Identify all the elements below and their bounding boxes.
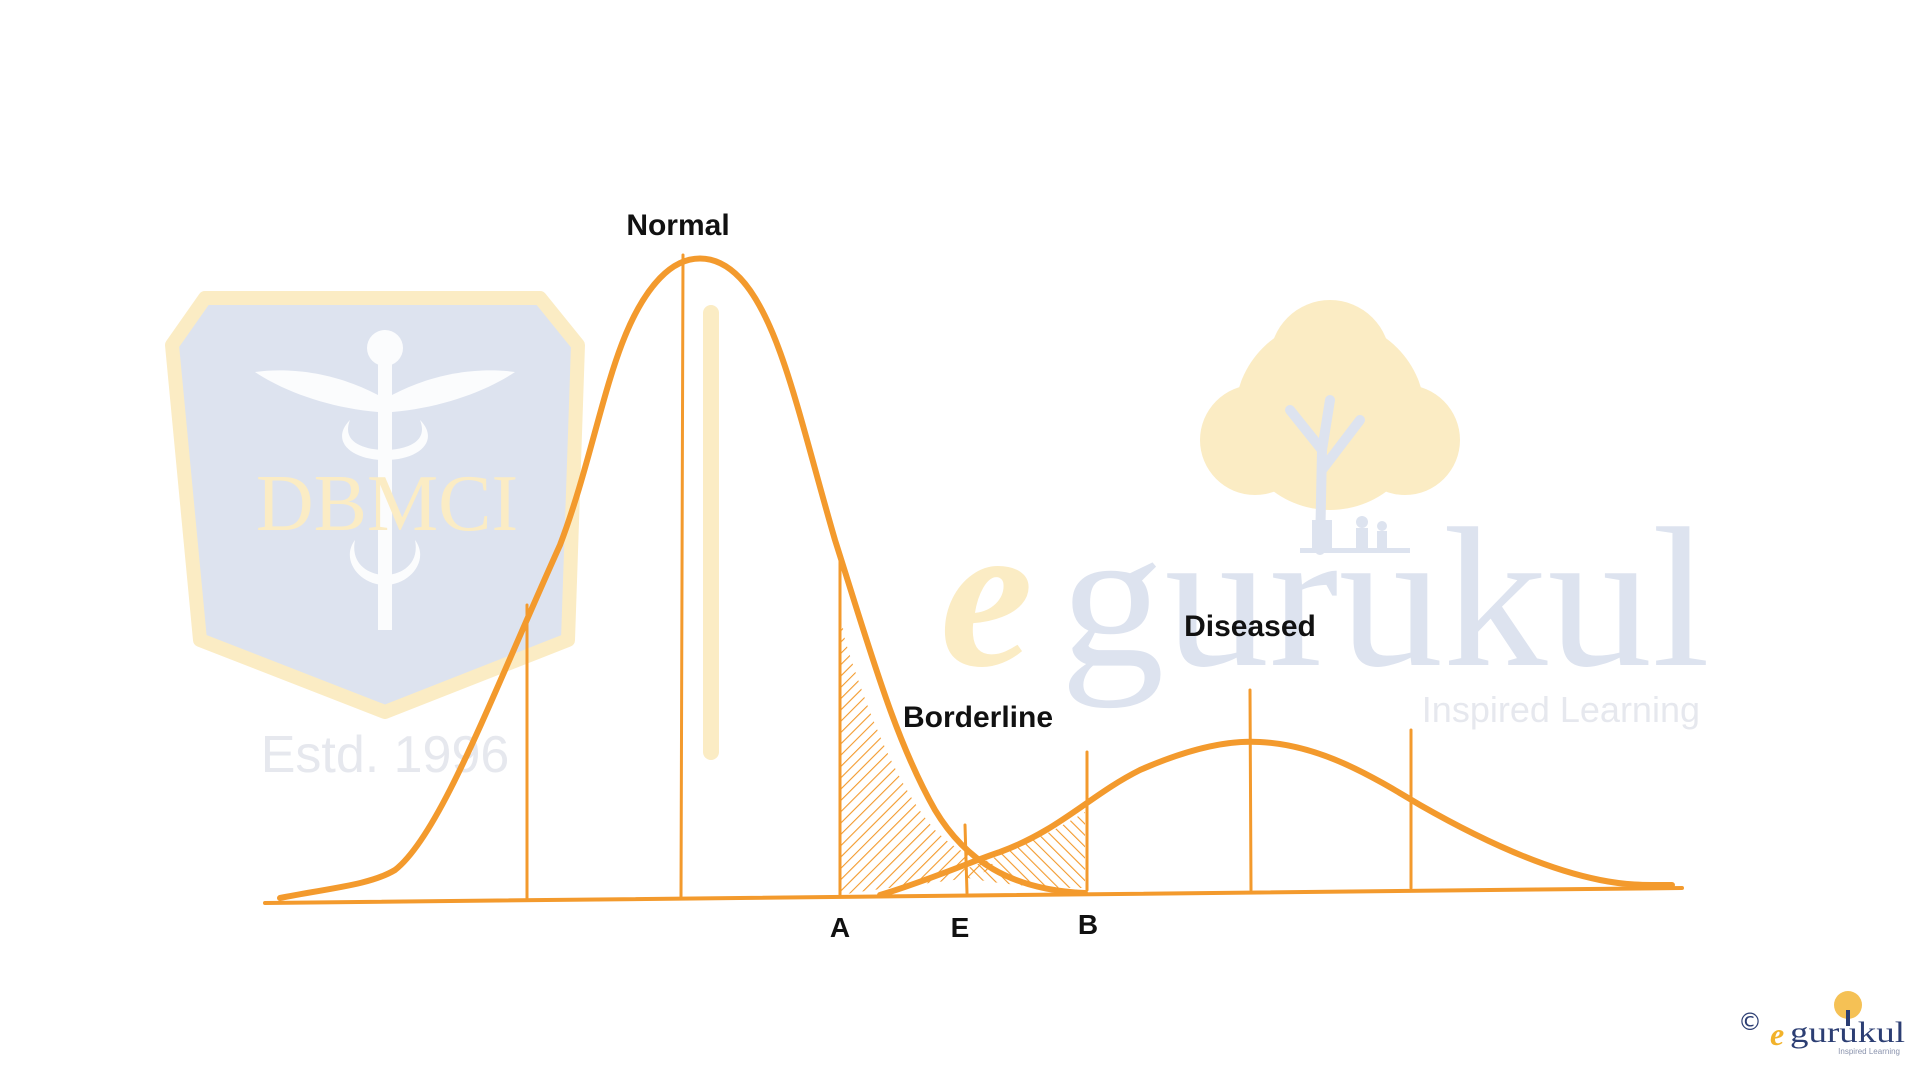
footer-logo: © e gurukul Inspired Learning [1738,991,1905,1056]
label-point-e: E [951,912,970,943]
copyright-symbol: © [1738,1008,1762,1036]
dbmci-watermark: DBMCI Estd. 1996 [165,291,585,784]
hatch-region-diseased-tail [968,812,1085,888]
normal-curve [277,255,1088,901]
label-point-a: A [830,912,850,943]
logo-tree-icon [1834,991,1862,1026]
logo-wordmark: gurukul [1790,1016,1905,1049]
dbmci-watermark-text: DBMCI [256,460,518,548]
label-normal: Normal [626,209,729,242]
shield-icon [165,291,585,719]
egurukul-watermark-wordmark: gurukul [1060,488,1710,709]
marker-lines [525,253,1413,900]
diseased-curve [877,738,1675,898]
marker-e [963,823,969,895]
logo-tagline: Inspired Learning [1838,1047,1900,1056]
logo-e: e [1770,1016,1784,1052]
label-diseased: Diseased [1184,610,1316,643]
hatch-region-normal-tail [840,610,1000,895]
tree-icon [1200,300,1460,555]
x-axis [263,886,1684,905]
estd-watermark-text: Estd. 1996 [261,726,510,784]
egurukul-watermark-e: e [940,479,1033,711]
egurukul-watermark: e gurukul Inspired Learning [940,300,1710,730]
label-borderline: Borderline [903,701,1053,734]
label-point-b: B [1078,909,1098,940]
egurukul-watermark-tagline: Inspired Learning [1422,689,1700,730]
caduceus-icon [255,330,515,630]
watermark-divider [703,305,719,760]
marker-diseased-mean [1248,688,1253,892]
marker-normal-mean [679,253,685,899]
